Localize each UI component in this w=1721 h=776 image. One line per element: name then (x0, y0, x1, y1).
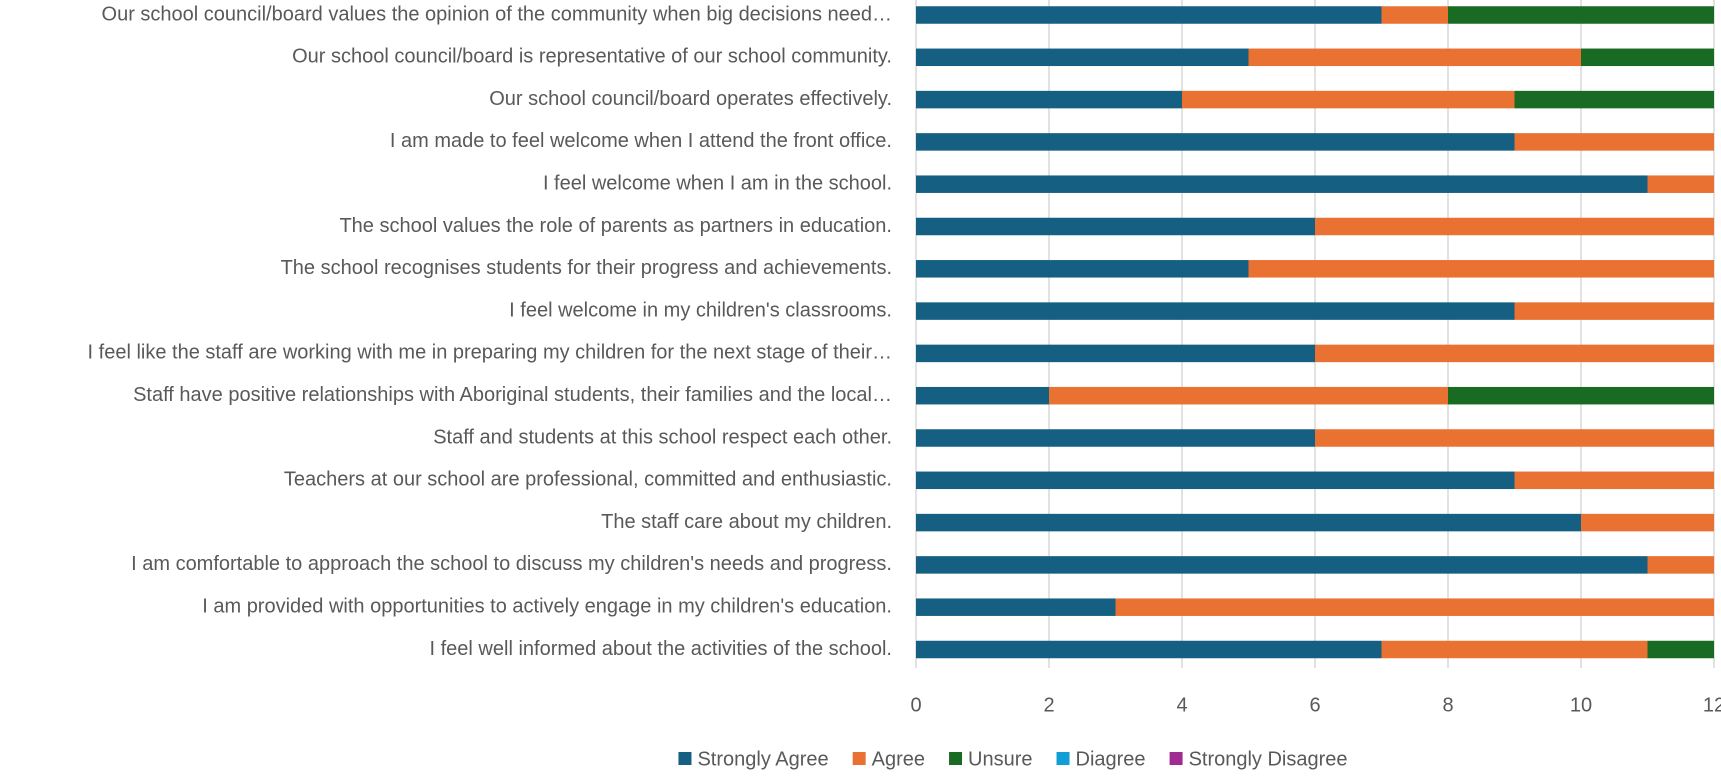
y-tick-label: I feel well informed about the activitie… (430, 638, 892, 660)
chart: 0 2 4 6 8 10 12 Our school council/board values… (0, 0, 1721, 776)
y-tick-label: Staff have positive relationships with A… (133, 384, 892, 406)
bar-segment (1182, 91, 1515, 109)
bar-segment (916, 641, 1382, 659)
legend-swatch (1057, 752, 1070, 765)
bar-segment (916, 302, 1515, 320)
bar-segment (1581, 49, 1714, 67)
bar-segment (1448, 6, 1714, 24)
x-tick-label: 12 (1703, 694, 1721, 716)
bar-segment (1382, 641, 1648, 659)
bar-segment (916, 6, 1382, 24)
bar-segment (1315, 429, 1714, 447)
bar-segment (916, 133, 1515, 151)
bar-segment (1515, 91, 1715, 109)
bar-segment (916, 598, 1116, 616)
bar-segment (1515, 472, 1715, 490)
y-tick-label: The staff care about my children. (601, 511, 892, 533)
y-tick-label: I feel welcome when I am in the school. (543, 172, 892, 194)
y-tick-label: Our school council/board values the opin… (102, 3, 892, 25)
x-tick-label: 2 (1043, 694, 1054, 716)
x-tick-label: 0 (910, 694, 921, 716)
bar-segment (916, 429, 1315, 447)
bar-segment (916, 556, 1648, 574)
y-tick-label: The school values the role of parents as… (339, 215, 892, 237)
y-tick-label: I feel like the staff are working with m… (88, 342, 892, 364)
bar-segment (1049, 387, 1448, 405)
bar-segment (1581, 514, 1714, 532)
legend-label: Strongly Agree (697, 748, 828, 770)
y-tick-label: I am comfortable to approach the school … (131, 553, 892, 575)
bar-segment (916, 472, 1515, 490)
bar-segment (916, 175, 1648, 193)
bar-segment (1648, 175, 1715, 193)
bar-segment (1515, 133, 1715, 151)
y-tick-label: Staff and students at this school respec… (433, 426, 892, 448)
bar-segment (916, 260, 1249, 278)
bar-segment (916, 91, 1182, 109)
bar-segment (1648, 556, 1715, 574)
bar-segment (1315, 345, 1714, 363)
bar-segment (1249, 260, 1715, 278)
x-tick-label: 8 (1442, 694, 1453, 716)
y-tick-label: The school recognises students for their… (281, 257, 892, 279)
legend-swatch (1170, 752, 1183, 765)
y-tick-label: I am provided with opportunities to acti… (202, 595, 892, 617)
y-tick-label: I feel welcome in my children's classroo… (509, 299, 892, 321)
legend-swatch (949, 752, 962, 765)
bar-segment (916, 387, 1049, 405)
y-tick-label: Our school council/board operates effect… (489, 88, 892, 110)
bar-segment (1448, 387, 1714, 405)
legend-label: Agree (872, 748, 925, 770)
legend-swatch (853, 752, 866, 765)
bar-segment (1648, 641, 1715, 659)
y-tick-label: Our school council/board is representati… (292, 46, 892, 68)
x-tick-label: 4 (1176, 694, 1187, 716)
bar-segment (916, 218, 1315, 236)
legend-label: Strongly Disagree (1189, 748, 1348, 770)
bar-segment (1515, 302, 1715, 320)
x-tick-label: 10 (1570, 694, 1592, 716)
legend-label: Diagree (1076, 748, 1146, 770)
bar-segment (916, 514, 1581, 532)
bar-segment (1249, 49, 1582, 67)
bar-segment (1382, 6, 1449, 24)
bar-segment (1116, 598, 1715, 616)
x-tick-label: 6 (1309, 694, 1320, 716)
bar-segment (916, 345, 1315, 363)
legend-swatch (678, 752, 691, 765)
bar-segment (916, 49, 1249, 67)
legend-label: Unsure (968, 748, 1032, 770)
y-tick-label: Teachers at our school are professional,… (284, 469, 892, 491)
y-tick-label: I am made to feel welcome when I attend … (390, 130, 892, 152)
bar-segment (1315, 218, 1714, 236)
